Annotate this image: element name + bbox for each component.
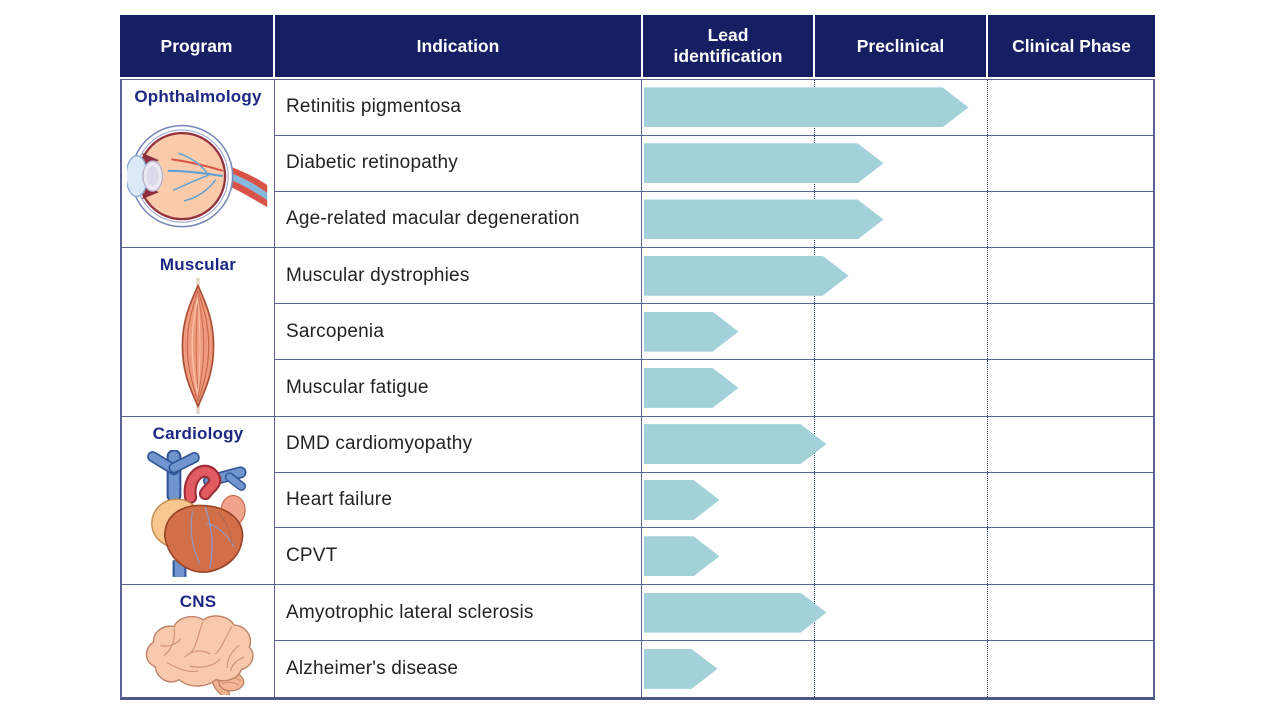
indication-label: DMD cardiomyopathy [275, 416, 642, 472]
progress-arrow [644, 649, 718, 689]
indication-row: Heart failure [275, 472, 1154, 529]
progress-arrow [644, 143, 884, 183]
program-group-muscular: Muscular [122, 248, 1154, 417]
phase-track [642, 416, 1154, 472]
indication-label: Heart failure [275, 472, 642, 528]
column-header-indication: Indication [275, 15, 643, 77]
phase-divider-icon [813, 304, 815, 359]
program-cell-muscular: Muscular [122, 248, 275, 416]
heart-anatomy-icon [122, 444, 274, 584]
phase-track [642, 472, 1154, 528]
indication-label: Muscular fatigue [275, 359, 642, 416]
phase-divider-icon [986, 304, 988, 359]
program-group-cns: CNS Amyotrophic later [122, 585, 1153, 697]
indication-label: Alzheimer's disease [275, 640, 642, 697]
column-header-program: Program [120, 15, 275, 77]
phase-divider-icon [986, 248, 988, 304]
indication-row: Muscular dystrophies [275, 248, 1154, 305]
progress-arrow [644, 199, 884, 239]
phase-track [642, 640, 1154, 697]
indication-rows: Muscular dystrophies Sarcopenia [275, 248, 1154, 416]
table-body: Ophthalmology [120, 79, 1155, 700]
phase-divider-icon [813, 640, 815, 697]
indication-rows: Amyotrophic lateral sclerosis Alzheimer'… [275, 585, 1153, 697]
progress-arrow [644, 593, 827, 633]
indication-label: CPVT [275, 528, 642, 585]
progress-arrow [644, 87, 969, 127]
phase-divider-icon [813, 472, 815, 528]
indication-row: Age-related macular degeneration [275, 191, 1154, 248]
program-cell-cardiology: Cardiology [122, 416, 275, 585]
indication-row: Sarcopenia [275, 304, 1153, 360]
progress-arrow [644, 424, 827, 464]
phase-divider-icon [813, 528, 815, 585]
phase-divider-icon [986, 80, 988, 135]
phase-track [642, 191, 1154, 248]
indication-row: Diabetic retinopathy [275, 135, 1154, 192]
phase-divider-icon [986, 416, 988, 472]
indication-label: Sarcopenia [275, 304, 642, 359]
table-header: Program Indication Lead identification P… [120, 15, 1155, 77]
indication-rows: DMD cardiomyopathy Heart failure [275, 416, 1154, 585]
phase-divider-icon [986, 359, 988, 416]
program-cell-cns: CNS [122, 585, 275, 697]
muscle-icon [122, 275, 274, 415]
progress-arrow [644, 312, 739, 352]
phase-track [642, 135, 1154, 191]
phase-track [642, 248, 1154, 304]
progress-arrow [644, 368, 739, 408]
indication-label: Muscular dystrophies [275, 248, 642, 304]
phase-track [642, 528, 1154, 585]
indication-label: Age-related macular degeneration [275, 191, 642, 248]
indication-row: Alzheimer's disease [275, 640, 1154, 697]
program-label: Ophthalmology [134, 87, 262, 106]
phase-divider-icon [986, 640, 988, 697]
indication-row: CPVT [275, 528, 1154, 585]
program-group-cardiology: Cardiology [122, 416, 1154, 586]
column-header-preclinical: Preclinical [815, 15, 988, 77]
indication-row: Retinitis pigmentosa [275, 80, 1153, 136]
progress-arrow [644, 536, 720, 576]
phase-track [642, 359, 1154, 416]
indication-row: Amyotrophic lateral sclerosis [275, 585, 1153, 641]
column-header-lead-identification: Lead identification [643, 15, 815, 77]
progress-arrow [644, 256, 849, 296]
eye-anatomy-icon [122, 107, 274, 247]
program-label: Muscular [159, 255, 237, 275]
phase-divider-icon [986, 528, 988, 585]
phase-divider-icon [813, 359, 815, 416]
indication-row: Muscular fatigue [275, 359, 1154, 416]
indication-label: Diabetic retinopathy [275, 135, 642, 191]
phase-divider-icon [986, 472, 988, 528]
brain-icon [122, 612, 274, 697]
indication-rows: Retinitis pigmentosa Diabetic retinopath… [275, 80, 1154, 248]
phase-divider-icon [986, 135, 988, 191]
indication-label: Retinitis pigmentosa [275, 80, 642, 135]
program-group-ophthalmology: Ophthalmology [122, 80, 1154, 249]
program-cell-ophthalmology: Ophthalmology [122, 80, 275, 248]
pipeline-table: Program Indication Lead identification P… [120, 15, 1155, 700]
program-label: CNS [179, 592, 217, 612]
column-header-clinical-phase: Clinical Phase [988, 15, 1155, 77]
phase-track [642, 585, 1154, 640]
phase-track [642, 80, 1154, 135]
phase-track [642, 304, 1154, 359]
indication-label: Amyotrophic lateral sclerosis [275, 585, 642, 640]
indication-row: DMD cardiomyopathy [275, 416, 1154, 473]
phase-divider-icon [986, 585, 988, 640]
progress-arrow [644, 480, 720, 520]
program-label: Cardiology [152, 423, 244, 443]
phase-divider-icon [986, 191, 988, 248]
